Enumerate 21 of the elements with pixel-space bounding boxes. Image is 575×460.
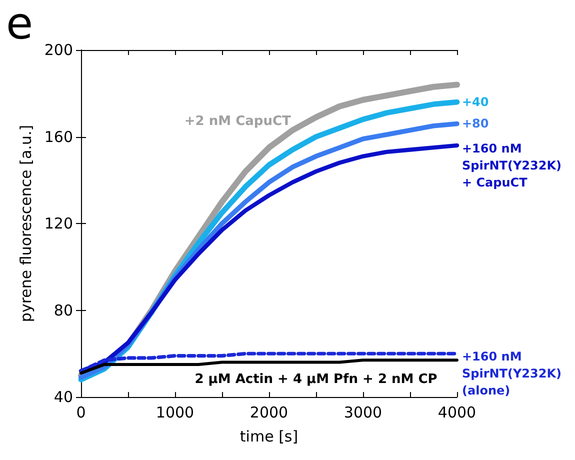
y-tick-label: 160 (44, 128, 73, 146)
series-label: +80 (462, 116, 489, 131)
line-series (79, 352, 459, 373)
series-label: +40 (462, 95, 489, 110)
x-tick-label: 2000 (250, 404, 288, 422)
x-tick-label: 0 (76, 404, 86, 422)
series-label: +160 nM SpirNT(Y232K) (alone) (462, 350, 566, 398)
line-series (80, 358, 458, 375)
series-label: +160 nM SpirNT(Y232K) + CapuCT (462, 141, 566, 190)
y-axis-title: pyrene fluorescence [a.u.] (16, 124, 35, 322)
y-tick-label: 200 (44, 41, 73, 59)
series-label: +2 nM CapuCT (184, 114, 291, 130)
y-tick-label: 40 (54, 388, 73, 406)
text: e (6, 0, 34, 50)
series-label: 2 µM Actin + 4 µM Pfn + 2 nM CP (194, 372, 438, 388)
y-tick-label: 120 (44, 214, 73, 232)
x-tick-label: 1000 (156, 404, 194, 422)
x-axis-title: time [s] (240, 428, 298, 446)
x-tick-label: 3000 (344, 404, 382, 422)
x-tick-label: 4000 (438, 404, 476, 422)
y-tick-label: 80 (54, 301, 73, 320)
